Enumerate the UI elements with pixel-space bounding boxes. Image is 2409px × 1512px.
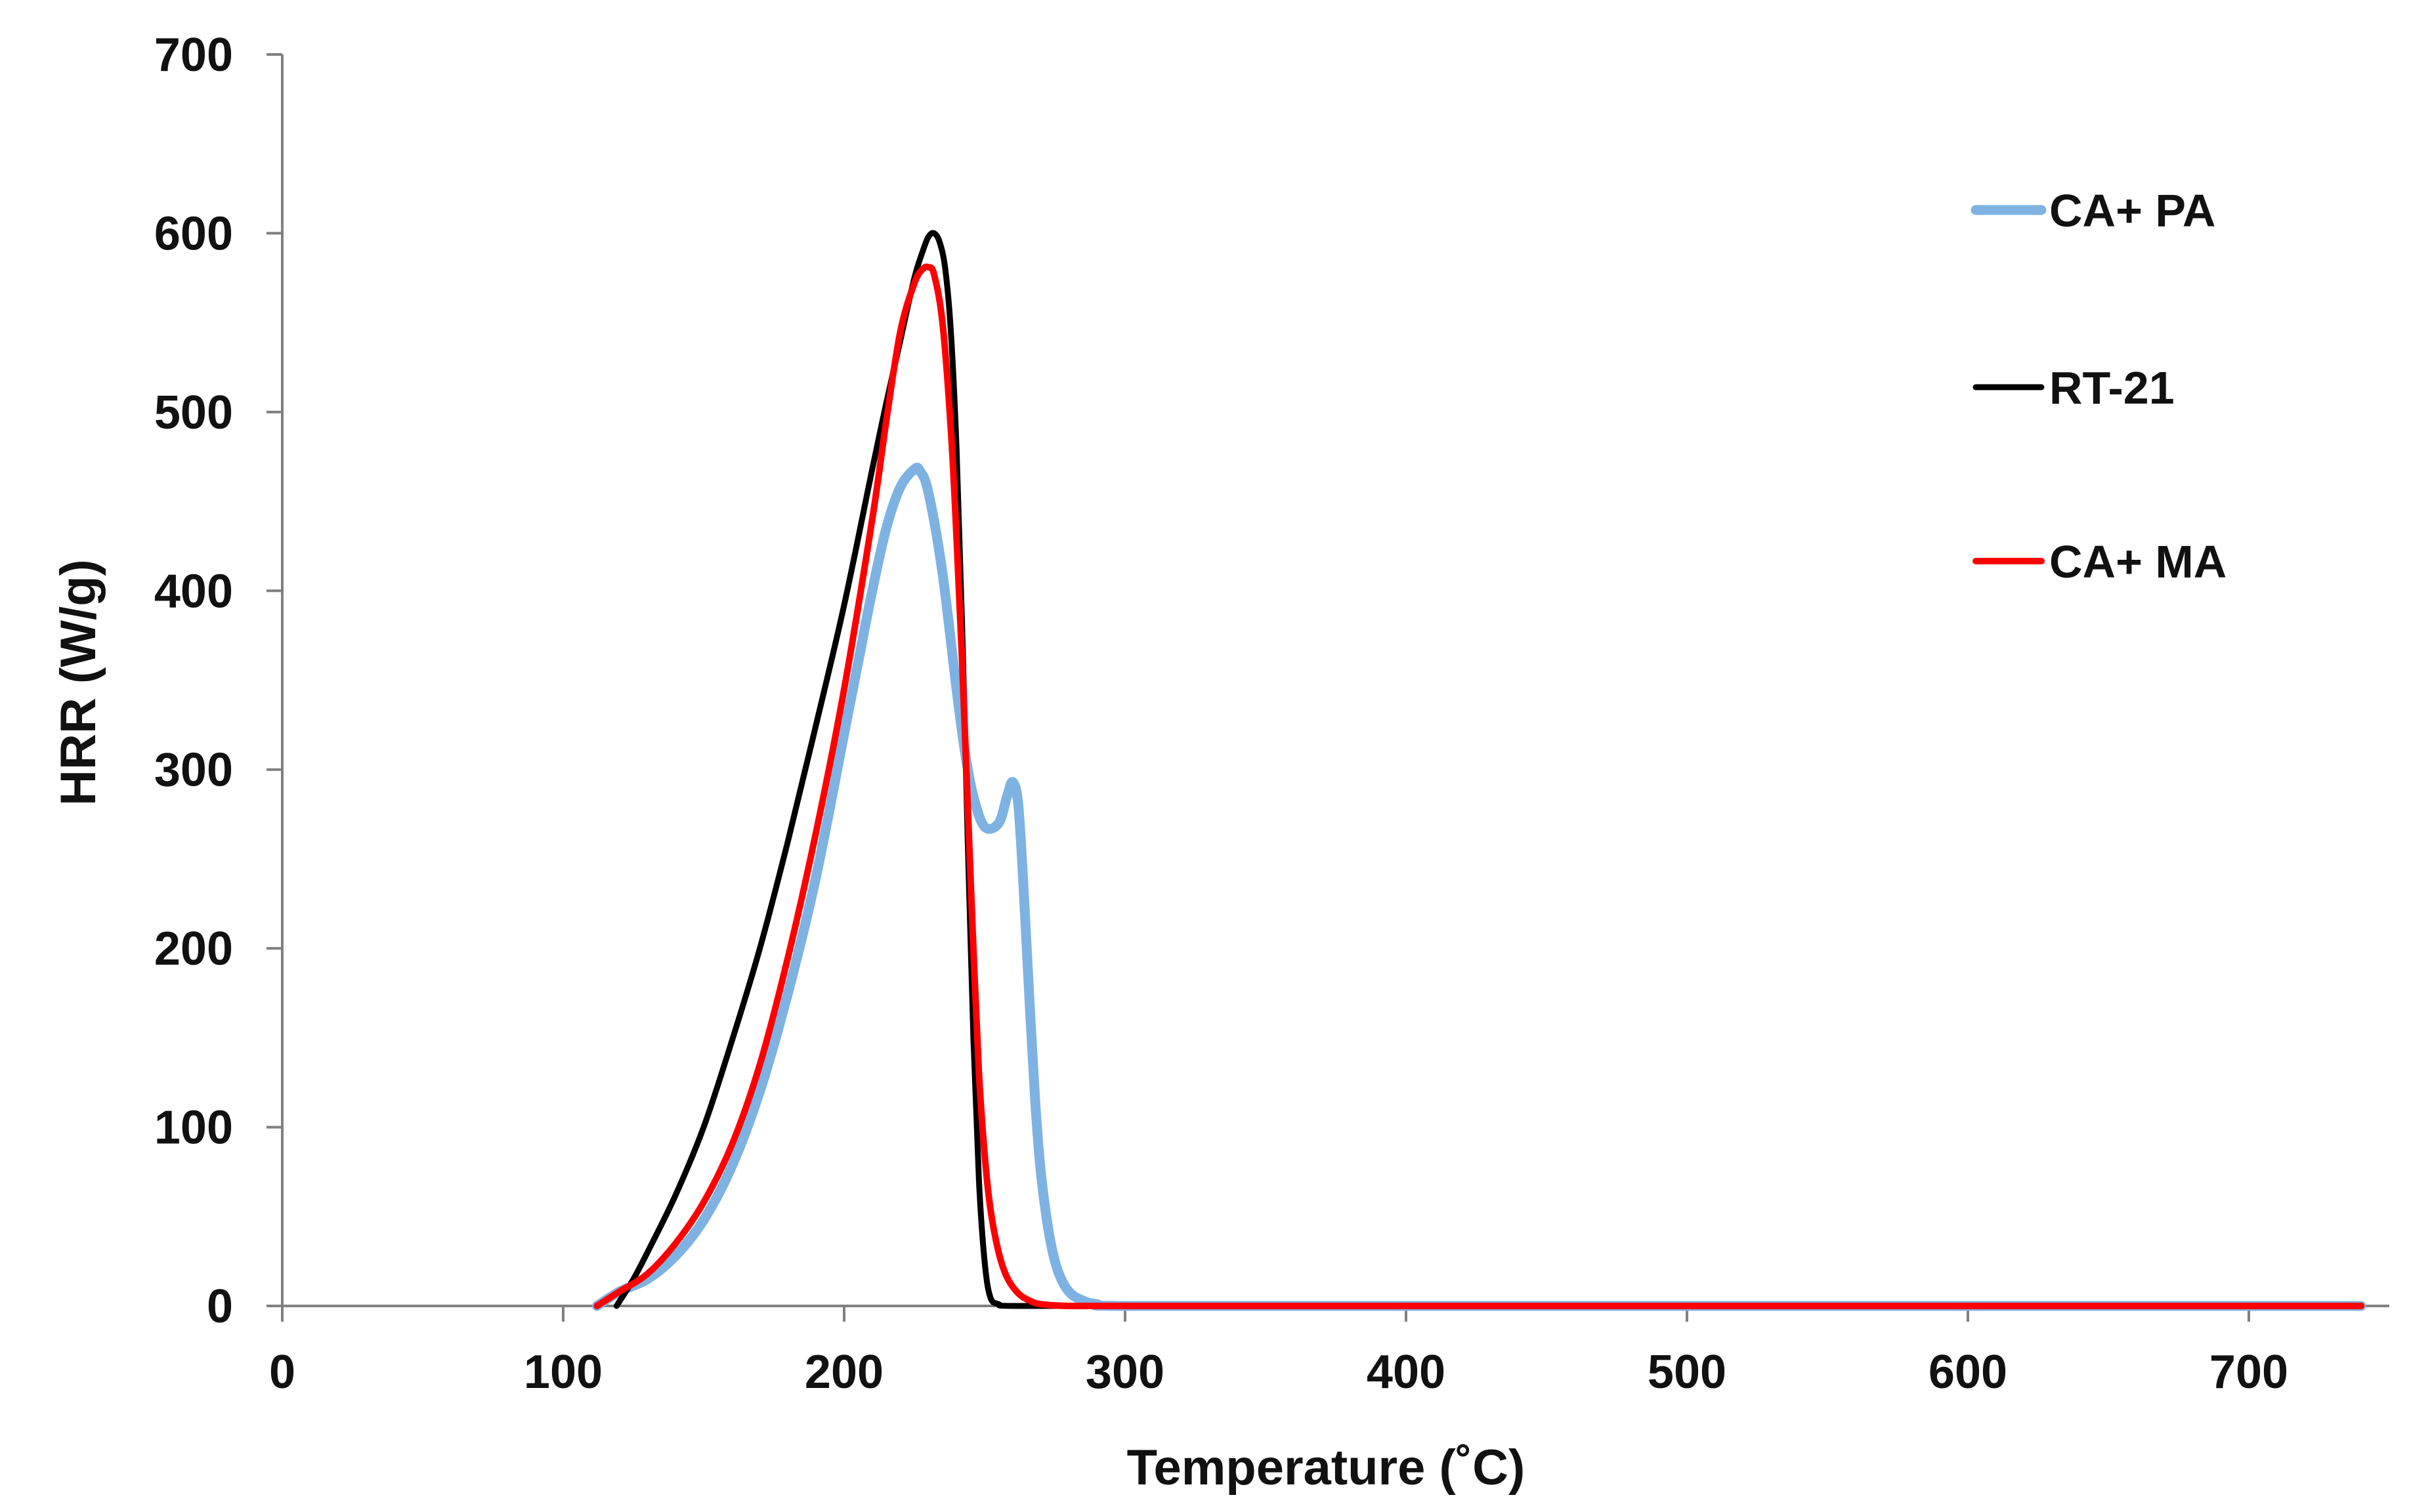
y-tick-label: 500 (154, 387, 233, 439)
x-ticks: 0 100 200 300 400 500 600 700 (269, 1306, 2288, 1398)
legend-label: CA+ MA (2049, 536, 2227, 587)
x-tick-label: 500 (1648, 1346, 1726, 1398)
y-tick-label: 0 (207, 1280, 233, 1333)
x-axis-title: Temperature (˚C) (1127, 1440, 1525, 1496)
y-tick-label: 200 (154, 923, 233, 975)
legend: CA+ PA RT-21 CA+ MA (1971, 185, 2227, 587)
axes (281, 54, 2389, 1307)
x-tick-label: 200 (805, 1346, 884, 1398)
y-tick-label: 700 (154, 29, 233, 81)
y-tick-label: 400 (154, 565, 233, 618)
legend-label: CA+ PA (2049, 185, 2215, 236)
x-tick-label: 600 (1929, 1346, 2007, 1398)
y-axis-title: HRR (W/g) (51, 559, 106, 806)
series-lines (591, 230, 2366, 1311)
x-tick-label: 300 (1086, 1346, 1164, 1398)
y-tick-label: 600 (154, 207, 233, 260)
y-ticks: 0 100 200 300 400 500 600 700 (154, 29, 282, 1333)
x-tick-label: 0 (269, 1346, 295, 1398)
x-tick-label: 400 (1367, 1346, 1445, 1398)
legend-label: RT-21 (2049, 362, 2175, 413)
x-tick-label: 100 (524, 1346, 603, 1398)
y-tick-label: 300 (154, 744, 233, 797)
x-tick-label: 700 (2209, 1346, 2288, 1398)
y-tick-label: 100 (154, 1102, 233, 1154)
series-line-ca-ma (593, 263, 2365, 1310)
